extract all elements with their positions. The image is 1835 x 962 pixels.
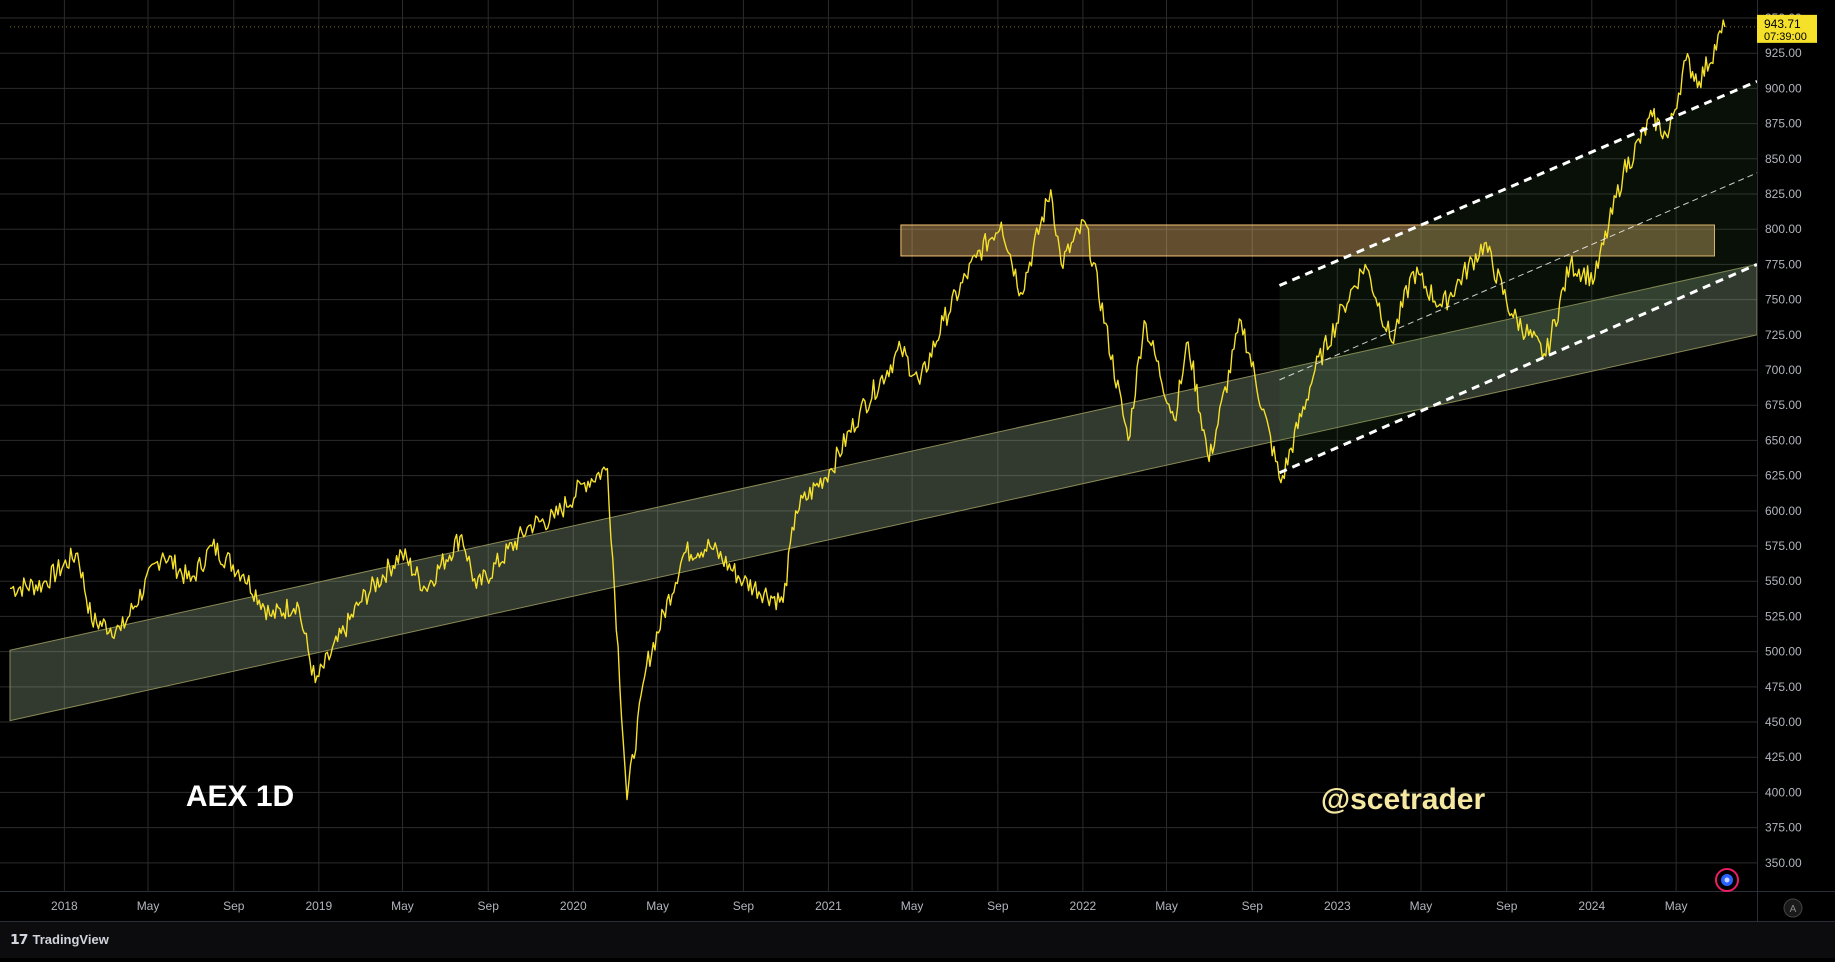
- time-axis-bg: [0, 891, 1757, 921]
- watermark-text: @scetrader: [1321, 783, 1486, 816]
- tradingview-logo-icon: 𝟭𝟳: [10, 931, 29, 947]
- time-axis[interactable]: 2018 May Sep 2019 May Sep 2020 May Sep 2021 May Sep…: [0, 891, 1835, 921]
- price-tick-label: 400.00: [1765, 785, 1802, 799]
- price-tick-label: 750.00: [1765, 293, 1802, 307]
- time-tick-label: Sep: [223, 899, 245, 913]
- price-tick-label: 550.00: [1765, 574, 1802, 588]
- price-tick-label: 725.00: [1765, 328, 1802, 342]
- price-tick-label: 575.00: [1765, 539, 1802, 553]
- time-tick-label: Sep: [1496, 899, 1518, 913]
- time-tick-label: May: [901, 899, 924, 913]
- price-tick-label: 625.00: [1765, 469, 1802, 483]
- rising-channel-median-line: [1279, 172, 1758, 381]
- rising-channel-lower-line: [1278, 263, 1758, 475]
- time-tick-label: 2019: [305, 899, 332, 913]
- price-tick-label: 675.00: [1765, 398, 1802, 412]
- footer-bar: 𝟭𝟳 TradingView: [0, 921, 1835, 958]
- time-tick-label: May: [391, 899, 414, 913]
- time-tick-label: 2024: [1578, 899, 1605, 913]
- price-tick-label: 425.00: [1765, 750, 1802, 764]
- price-tick-label: 800.00: [1765, 222, 1802, 236]
- price-axis-bg: [1757, 0, 1835, 921]
- rising-channel-upper-line: [1278, 79, 1758, 287]
- brand-label: TradingView: [32, 932, 109, 947]
- price-tick-label: 850.00: [1765, 152, 1802, 166]
- price-tick-label: 900.00: [1765, 81, 1802, 95]
- price-tick-label: 500.00: [1765, 645, 1802, 659]
- last-price-tag: [1757, 14, 1817, 43]
- time-tick-label: 2022: [1070, 899, 1097, 913]
- time-tick-label: Sep: [478, 899, 500, 913]
- time-tick-label: Sep: [1242, 899, 1264, 913]
- time-tick-label: May: [1155, 899, 1178, 913]
- price-tick-label: 600.00: [1765, 504, 1802, 518]
- time-tick-label: 2023: [1324, 899, 1351, 913]
- price-tick-label: 450.00: [1765, 715, 1802, 729]
- price-axis[interactable]: 350.00 375.00 400.00 425.00 450.00 475.00 500.…: [1757, 0, 1835, 921]
- price-tick-label: 825.00: [1765, 187, 1802, 201]
- auto-scale-button[interactable]: A: [1783, 898, 1803, 918]
- time-tick-label: 2021: [815, 899, 842, 913]
- series-layer: [10, 19, 1726, 801]
- price-tick-label: 925.00: [1765, 46, 1802, 60]
- time-tick-label: May: [1665, 899, 1688, 913]
- price-tick-label: 775.00: [1765, 257, 1802, 271]
- price-line: [10, 19, 1726, 801]
- tradingview-brand[interactable]: 𝟭𝟳 TradingView: [10, 931, 109, 948]
- time-tick-label: 2020: [560, 899, 587, 913]
- time-tick-label: May: [137, 899, 160, 913]
- price-tick-label: 875.00: [1765, 117, 1802, 131]
- last-price-countdown: 07:39:00: [1764, 31, 1807, 43]
- drawings-back: [9, 81, 1758, 722]
- price-tick-label: 475.00: [1765, 680, 1802, 694]
- price-tick-label: 350.00: [1765, 856, 1802, 870]
- price-tick-label: 650.00: [1765, 433, 1802, 447]
- time-tick-label: Sep: [733, 899, 755, 913]
- time-tick-label: May: [1410, 899, 1433, 913]
- time-tick-label: May: [646, 899, 669, 913]
- last-price-value: 943.71: [1764, 17, 1801, 31]
- chart-title: AEX 1D: [186, 780, 294, 813]
- price-tick-label: 700.00: [1765, 363, 1802, 377]
- time-tick-label: Sep: [987, 899, 1009, 913]
- time-tick-label: 2018: [51, 899, 78, 913]
- drawings-front: [10, 26, 1758, 475]
- rising-channel-fill: [1279, 81, 1757, 473]
- price-tick-label: 375.00: [1765, 821, 1802, 835]
- price-tick-label: 525.00: [1765, 609, 1802, 623]
- grid: [0, 0, 1757, 891]
- auto-scale-label: A: [1790, 904, 1797, 915]
- chart-settings-icon[interactable]: [1715, 868, 1739, 892]
